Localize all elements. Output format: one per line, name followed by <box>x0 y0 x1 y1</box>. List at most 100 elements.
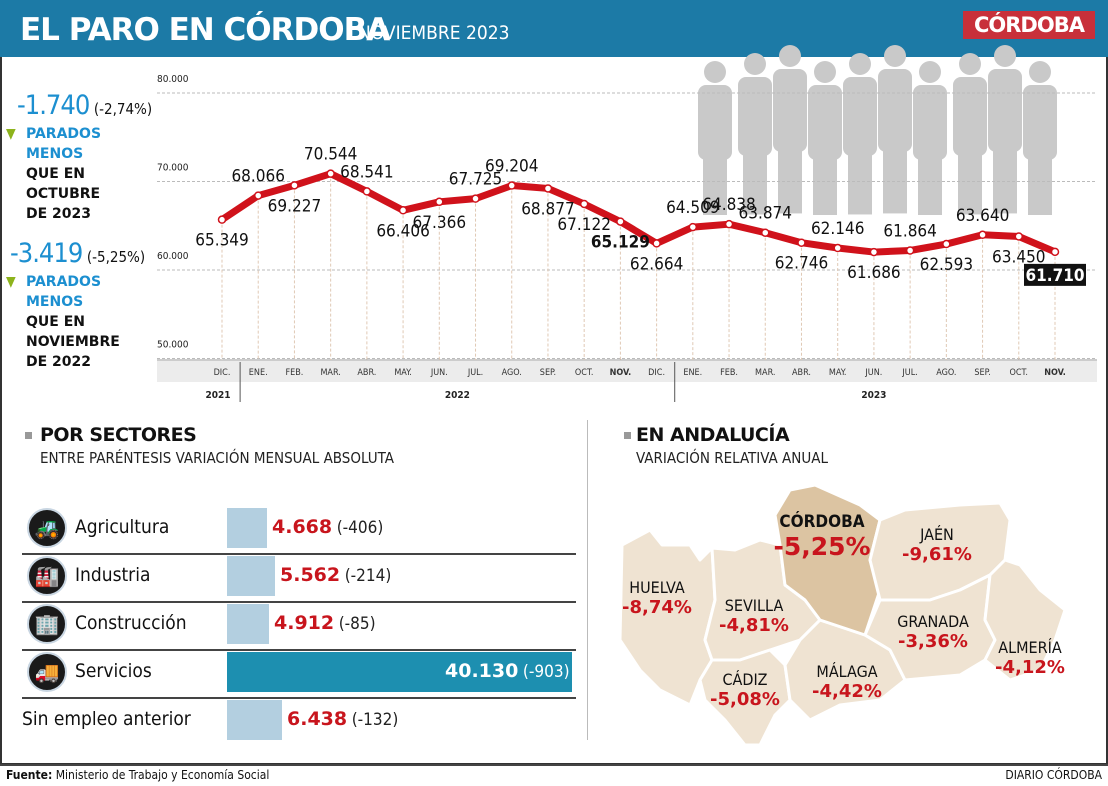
sector-value-group: 5.562 (-214) <box>280 564 391 586</box>
data-label: 68.066 <box>231 167 285 187</box>
footer-rule <box>0 764 1108 766</box>
row-divider <box>22 697 576 699</box>
sector-label: Construcción <box>75 612 187 634</box>
newspaper-logo: CÓRDOBA <box>963 11 1095 39</box>
person-silhouette <box>919 61 941 83</box>
data-label: 61.710 <box>1025 266 1084 286</box>
sectors-subtitle: ENTRE PARÉNTESIS VARIACIÓN MENSUAL ABSOL… <box>40 449 394 467</box>
bullet-icon <box>624 432 631 439</box>
province-label-6: CÁDIZ -5,08% <box>685 670 805 710</box>
andalucia-title: EN ANDALUCÍA <box>636 424 790 446</box>
sector-bar <box>227 508 267 548</box>
summary-text: DE 2023 <box>26 206 92 222</box>
data-label: 70.544 <box>304 145 358 165</box>
province-value: -4,12% <box>995 657 1065 678</box>
province-name: GRANADA <box>897 612 969 631</box>
data-label: 61.686 <box>847 263 901 283</box>
header-bar <box>0 0 1108 57</box>
province-name: CÁDIZ <box>722 670 768 689</box>
province-cadiz <box>698 648 792 747</box>
data-point <box>507 181 516 190</box>
data-point <box>471 194 480 203</box>
page-title: EL PARO EN CÓRDOBA <box>20 12 390 48</box>
monthly-change-pct: (-2,74%) <box>93 100 153 118</box>
data-point <box>942 239 951 249</box>
sector-value-group: 4.668 (-406) <box>272 516 383 538</box>
data-point <box>217 215 227 224</box>
month-axis-band <box>157 361 1097 382</box>
summary-text: MENOS <box>26 294 84 310</box>
y-tick-label: 50.000 <box>157 340 189 351</box>
person-silhouette <box>953 77 987 156</box>
summary-text: QUE EN <box>26 314 85 330</box>
row-divider <box>22 649 576 651</box>
year-label: 2022 <box>445 390 470 401</box>
truck-icon: 🚚 <box>27 652 67 692</box>
data-label: 63.450 <box>992 247 1046 267</box>
summary-text: PARADOS <box>26 274 102 290</box>
annual-change-value: -3.419 <box>10 238 83 269</box>
person-silhouette <box>779 45 801 67</box>
y-tick-label: 60.000 <box>157 251 189 262</box>
credit-text: DIARIO CÓRDOBA <box>1005 768 1102 782</box>
summary-text: OCTUBRE <box>26 186 101 202</box>
y-tick-label: 80.000 <box>157 74 189 85</box>
monthly-change-value: -1.740 <box>17 90 90 121</box>
data-point <box>905 246 915 255</box>
x-tick-label: SEP. <box>540 368 556 378</box>
province-name: HUELVA <box>629 578 685 597</box>
sector-value: 40.130 <box>445 660 519 682</box>
data-label: 67.366 <box>413 213 467 233</box>
data-label: 67.122 <box>557 215 611 235</box>
page-subtitle: NOVIEMBRE 2023 <box>358 22 510 44</box>
sector-value: 5.562 <box>280 564 341 586</box>
data-point <box>616 217 625 226</box>
province-value: -9,61% <box>902 544 972 565</box>
sector-variation: (-406) <box>336 518 384 538</box>
x-tick-label: MAY. <box>394 368 412 378</box>
person-silhouette <box>849 53 871 75</box>
person-silhouette <box>744 53 766 75</box>
sector-value-group: 40.130 (-903) <box>445 660 570 682</box>
province-label-3: SEVILLA -4,81% <box>694 596 814 636</box>
sector-bar <box>227 556 275 596</box>
sector-variation: (-214) <box>344 566 392 586</box>
province-cordoba <box>773 483 882 637</box>
person-silhouette <box>1023 85 1057 160</box>
x-tick-label: MAY. <box>829 368 847 378</box>
data-label: 62.746 <box>775 254 829 274</box>
x-tick-label: OCT. <box>1010 368 1028 378</box>
source-text: Ministerio de Trabajo y Economía Social <box>55 768 270 782</box>
person-silhouette <box>994 45 1016 67</box>
data-point <box>290 181 299 190</box>
down-arrow-icon: ▼ <box>6 274 16 290</box>
data-label: 62.664 <box>630 254 684 274</box>
person-silhouette <box>778 143 802 214</box>
data-label: 63.874 <box>739 204 793 224</box>
monthly-change-summary: -1.740 (-2,74%) <box>17 90 152 121</box>
x-tick-label: NOV. <box>1044 368 1066 378</box>
annual-change-summary: -3.419 (-5,25%) <box>10 238 145 269</box>
x-tick-label: ABR. <box>357 368 376 378</box>
data-label: 61.864 <box>883 222 937 242</box>
sector-label: Industria <box>75 564 151 586</box>
summary-text: DE 2022 <box>26 354 92 370</box>
summary-text: QUE EN <box>26 166 85 182</box>
person-silhouette <box>698 85 732 160</box>
sector-label: Servicios <box>75 660 152 682</box>
data-point <box>1014 232 1024 241</box>
bullet-icon <box>25 432 32 439</box>
section-divider <box>587 420 588 740</box>
person-silhouette <box>738 77 772 156</box>
summary-text: PARADOS <box>26 126 102 142</box>
sector-bar <box>227 604 269 644</box>
x-tick-label: JUL. <box>901 368 917 378</box>
x-tick-label: FEB. <box>285 368 303 378</box>
sector-value-group: 4.912 (-85) <box>274 612 376 634</box>
province-label-7: MÁLAGA -4,42% <box>787 662 907 702</box>
data-label: 68.541 <box>340 162 394 182</box>
province-label-5: ALMERÍA -4,12% <box>970 638 1090 678</box>
x-tick-label: AGO. <box>502 368 522 378</box>
person-silhouette <box>813 152 837 215</box>
data-point <box>543 184 553 193</box>
